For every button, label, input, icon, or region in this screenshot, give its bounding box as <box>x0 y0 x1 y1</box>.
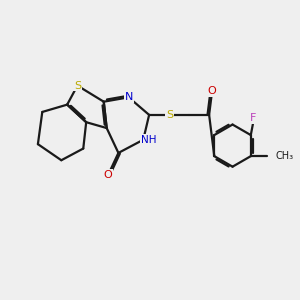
Text: S: S <box>166 110 173 120</box>
Text: NH: NH <box>141 135 156 145</box>
Text: O: O <box>104 170 112 180</box>
Text: O: O <box>208 86 216 97</box>
Text: S: S <box>74 81 81 91</box>
Text: CH₃: CH₃ <box>276 151 294 161</box>
Text: F: F <box>250 113 256 123</box>
Text: N: N <box>124 92 133 102</box>
